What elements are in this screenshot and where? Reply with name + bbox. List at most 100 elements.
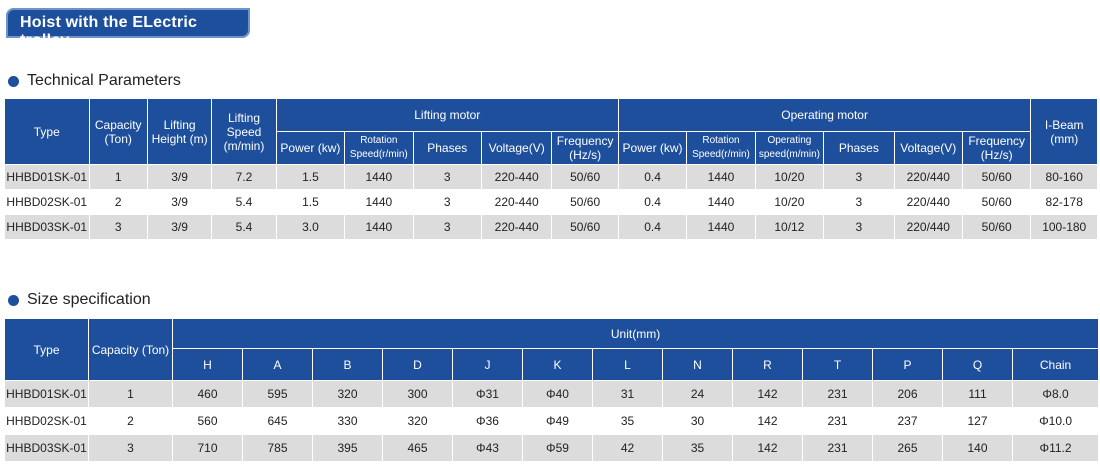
- cell-lifting-speed: 5.4: [211, 189, 277, 215]
- col-capacity-header: Capacity (Ton): [88, 318, 173, 381]
- table-row: HHBD01SK-01 1 460 595 320 300 Φ31 Φ40 31…: [4, 380, 1100, 408]
- col-t-header: T: [802, 348, 873, 381]
- cell-lm-frequency: 50/60: [551, 214, 619, 240]
- cell-chain: Φ11.2: [1011, 434, 1100, 462]
- col-om-power-header: Power (kw): [617, 131, 688, 165]
- section-heading: Size specification: [27, 291, 151, 308]
- cell-capacity: 3: [88, 214, 148, 240]
- cell-type: HHBD02SK-01: [4, 189, 90, 215]
- cell-lm-phases: 3: [412, 189, 482, 215]
- cell-om-frequency: 50/60: [961, 164, 1032, 190]
- cell-om-speed: 10/20: [754, 164, 825, 190]
- cell-l: 35: [592, 407, 663, 435]
- size-specification-table: Type Capacity (Ton) Unit(mm) H A B D J K…: [4, 318, 1100, 462]
- col-k-header: K: [522, 348, 593, 381]
- cell-om-power: 0.4: [617, 214, 688, 240]
- title-banner: Hoist with the ELectric trolley: [6, 8, 250, 49]
- cell-om-power: 0.4: [617, 164, 688, 190]
- cell-k: Φ40: [522, 380, 593, 408]
- table-row: HHBD02SK-01 2 3/9 5.4 1.5 1440 3 220-440…: [4, 189, 1098, 215]
- cell-lifting-speed: 7.2: [211, 164, 277, 190]
- cell-t: 231: [802, 407, 873, 435]
- section-size-specification: Size specification: [8, 291, 151, 309]
- section-heading: Technical Parameters: [27, 72, 181, 89]
- cell-lifting-height: 3/9: [146, 164, 213, 190]
- cell-om-frequency: 50/60: [961, 189, 1032, 215]
- cell-capacity: 1: [88, 164, 148, 190]
- col-ibeam-header: I-Beam (mm): [1030, 98, 1098, 165]
- cell-lm-phases: 3: [412, 214, 482, 240]
- col-om-frequency-header: Frequency (Hz/s): [961, 131, 1032, 165]
- cell-lifting-speed: 5.4: [211, 214, 277, 240]
- cell-om-phases: 3: [823, 189, 895, 215]
- cell-k: Φ49: [522, 407, 593, 435]
- cell-type: HHBD01SK-01: [4, 380, 89, 408]
- col-j-header: J: [452, 348, 523, 381]
- col-p-header: P: [872, 348, 943, 381]
- cell-p: 265: [872, 434, 943, 462]
- cell-a: 645: [242, 407, 313, 435]
- cell-om-voltage: 220/440: [893, 164, 963, 190]
- cell-lm-rotation: 1440: [344, 189, 414, 215]
- col-om-voltage-header: Voltage(V): [893, 131, 963, 165]
- cell-lm-voltage: 220-440: [480, 214, 553, 240]
- col-lm-rotation-header: Rotation Speed(r/min): [344, 131, 414, 165]
- cell-p: 206: [872, 380, 943, 408]
- cell-lm-rotation: 1440: [344, 214, 414, 240]
- cell-ibeam: 80-160: [1030, 164, 1098, 190]
- group-unit-header: Unit(mm): [171, 318, 1100, 349]
- cell-ibeam: 82-178: [1030, 189, 1098, 215]
- cell-j: Φ43: [452, 434, 523, 462]
- col-lifting-speed-header: Lifting Speed (m/min): [211, 98, 277, 165]
- cell-om-phases: 3: [823, 164, 895, 190]
- cell-om-rotation: 1440: [686, 214, 756, 240]
- cell-b: 320: [312, 380, 383, 408]
- cell-om-speed: 10/12: [754, 214, 825, 240]
- cell-capacity: 2: [88, 407, 173, 435]
- col-capacity-header: Capacity (Ton): [88, 98, 148, 165]
- cell-om-voltage: 220/440: [893, 214, 963, 240]
- cell-type: HHBD02SK-01: [4, 407, 89, 435]
- cell-chain: Φ10.0: [1011, 407, 1100, 435]
- cell-q: 140: [942, 434, 1013, 462]
- cell-type: HHBD01SK-01: [4, 164, 90, 190]
- cell-lm-frequency: 50/60: [551, 189, 619, 215]
- col-om-phases-header: Phases: [823, 131, 895, 165]
- cell-capacity: 3: [88, 434, 173, 462]
- cell-om-rotation: 1440: [686, 189, 756, 215]
- col-a-header: A: [242, 348, 313, 381]
- cell-n: 24: [662, 380, 733, 408]
- cell-lm-power: 1.5: [275, 189, 346, 215]
- col-lifting-height-header: Lifting Height (m): [146, 98, 213, 165]
- col-l-header: L: [592, 348, 663, 381]
- cell-q: 127: [942, 407, 1013, 435]
- cell-l: 42: [592, 434, 663, 462]
- cell-t: 231: [802, 380, 873, 408]
- col-type-header: Type: [4, 318, 89, 381]
- group-operating-motor-header: Operating motor: [617, 98, 1032, 132]
- cell-lm-voltage: 220-440: [480, 189, 553, 215]
- cell-h: 460: [172, 380, 243, 408]
- cell-lifting-height: 3/9: [146, 189, 213, 215]
- cell-a: 785: [242, 434, 313, 462]
- cell-d: 320: [382, 407, 453, 435]
- section-technical-parameters: Technical Parameters: [8, 72, 181, 90]
- cell-n: 35: [662, 434, 733, 462]
- col-lm-phases-header: Phases: [412, 131, 482, 165]
- cell-lm-power: 3.0: [275, 214, 346, 240]
- cell-d: 465: [382, 434, 453, 462]
- col-om-speed-header: Operating speed(m/min): [754, 131, 825, 165]
- table-row: HHBD03SK-01 3 3/9 5.4 3.0 1440 3 220-440…: [4, 214, 1098, 240]
- cell-ibeam: 100-180: [1030, 214, 1098, 240]
- col-n-header: N: [662, 348, 733, 381]
- table-row: HHBD02SK-01 2 560 645 330 320 Φ36 Φ49 35…: [4, 407, 1100, 435]
- cell-h: 560: [172, 407, 243, 435]
- cell-chain: Φ8.0: [1011, 380, 1100, 408]
- cell-lifting-height: 3/9: [146, 214, 213, 240]
- table-row: HHBD01SK-01 1 3/9 7.2 1.5 1440 3 220-440…: [4, 164, 1098, 190]
- cell-l: 31: [592, 380, 663, 408]
- cell-lm-phases: 3: [412, 164, 482, 190]
- cell-h: 710: [172, 434, 243, 462]
- cell-lm-frequency: 50/60: [551, 164, 619, 190]
- cell-r: 142: [732, 407, 803, 435]
